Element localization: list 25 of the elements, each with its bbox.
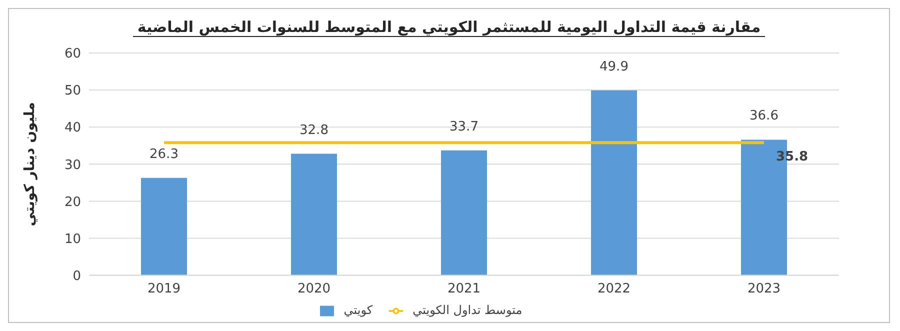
y-tick-label: 30 xyxy=(64,158,81,173)
bar xyxy=(291,154,337,276)
x-tick-label: 2020 xyxy=(297,282,331,297)
data-label: 33.7 xyxy=(450,119,478,134)
data-label: 36.6 xyxy=(750,108,778,124)
x-tick-label: 2021 xyxy=(447,282,481,297)
y-tick-label: 40 xyxy=(64,120,81,136)
legend-label: كويتي xyxy=(344,303,373,318)
chart-title: مقارنة قيمة التداول اليومية للمستثمر الكويتي مع المتوسط للسنوات الخمس الماضية xyxy=(133,18,765,37)
y-tick-label: 20 xyxy=(64,194,81,210)
data-label: 32.8 xyxy=(300,122,328,138)
bar xyxy=(591,90,637,276)
x-tick-label: 2019 xyxy=(147,282,181,297)
data-label: 26.3 xyxy=(150,146,178,162)
x-tick-label: 2022 xyxy=(597,282,631,297)
data-label: 49.9 xyxy=(600,59,628,74)
y-tick-label: 10 xyxy=(64,232,81,247)
bar xyxy=(441,150,487,276)
y-tick-label: 60 xyxy=(64,46,81,62)
legend-label: متوسط تداول الكويتي xyxy=(412,303,522,318)
y-tick-label: 0 xyxy=(72,268,81,284)
bar xyxy=(141,178,187,276)
y-tick-label: 50 xyxy=(64,84,81,99)
y-axis-title: مليون دينار كويتي xyxy=(22,102,38,226)
x-tick-label: 2023 xyxy=(747,282,781,297)
